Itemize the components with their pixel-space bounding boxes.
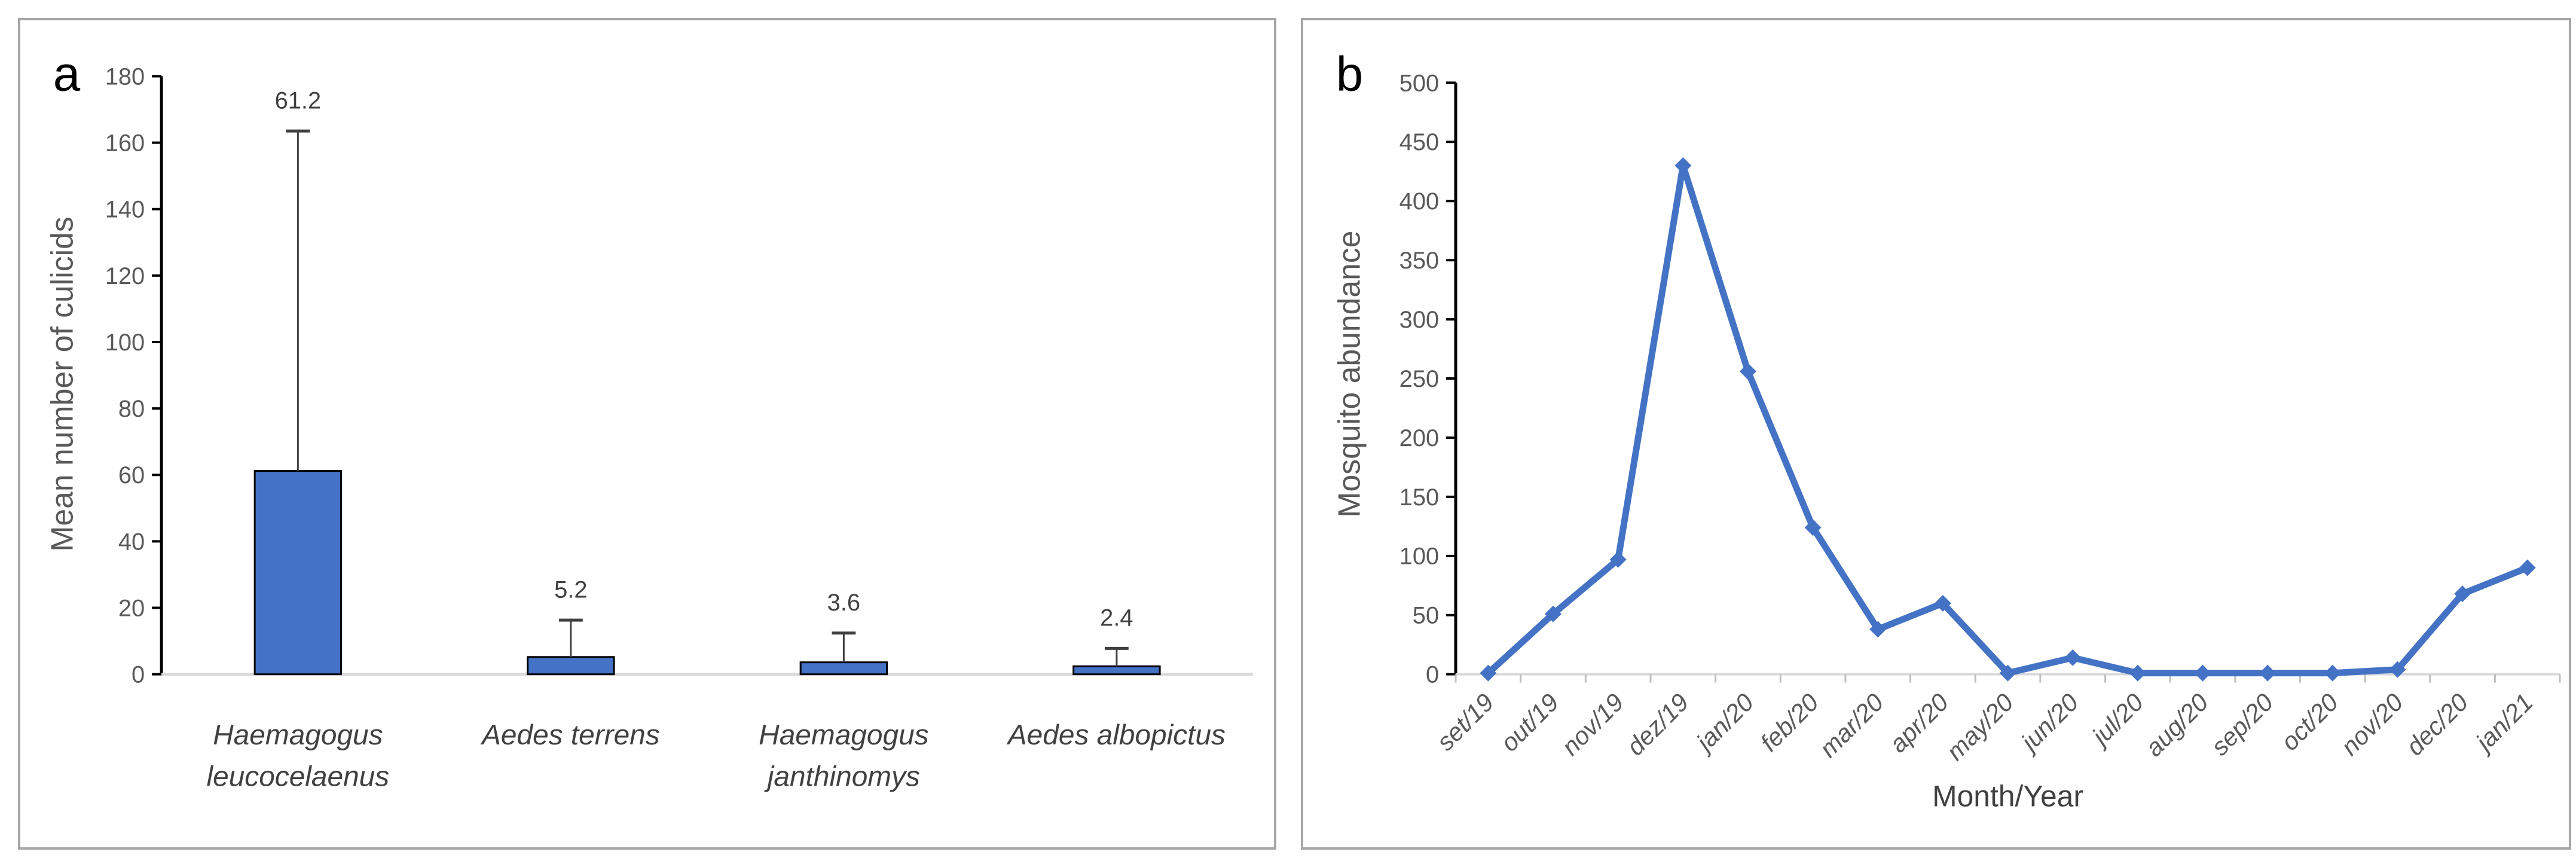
bar xyxy=(799,661,888,676)
x-tick-label: out/19 xyxy=(1495,688,1564,757)
y-tick-label: 140 xyxy=(105,197,145,223)
y-axis-title: Mosquito abundance xyxy=(1332,231,1367,518)
x-tick-label: feb/20 xyxy=(1755,688,1824,757)
x-tick-label: jun/20 xyxy=(2013,688,2083,758)
x-tick-label: dez/19 xyxy=(1621,688,1694,761)
diamond-marker xyxy=(2064,649,2082,666)
diamond-marker xyxy=(1804,519,1822,536)
x-axis-title: Month/Year xyxy=(1932,779,2083,813)
panel-label-b: b xyxy=(1336,47,1363,101)
category-label: leucocelaenus xyxy=(207,761,390,793)
x-tick-label: nov/19 xyxy=(1556,688,1629,761)
y-tick-label: 180 xyxy=(105,63,145,90)
diamond-marker xyxy=(2454,585,2471,603)
data-label: 61.2 xyxy=(275,87,322,114)
bar xyxy=(1072,665,1161,676)
category-label: Aedes terrens xyxy=(480,719,660,751)
y-tick-label: 450 xyxy=(1399,129,1439,155)
category-label: janthinomys xyxy=(764,761,920,793)
y-tick-label: 0 xyxy=(1426,662,1439,688)
y-tick-label: 50 xyxy=(1413,603,1439,629)
x-tick-label: may/20 xyxy=(1941,688,2019,766)
diamond-marker xyxy=(1480,664,1497,682)
data-label: 3.6 xyxy=(827,590,860,616)
category-label: Haemagogus xyxy=(213,719,383,751)
x-tick-label: aug/20 xyxy=(2140,688,2214,762)
diamond-marker xyxy=(1934,595,1951,612)
x-tick-label: nov/20 xyxy=(2336,688,2409,761)
category-label: Aedes albopictus xyxy=(1006,719,1226,751)
x-tick-label: mar/20 xyxy=(1814,688,1889,763)
data-label: 2.4 xyxy=(1100,605,1133,631)
y-tick-label: 80 xyxy=(118,396,145,422)
data-label: 5.2 xyxy=(554,576,587,603)
panel-a: a Mean number of culicids 0 20 40 60 80 100 120 1… xyxy=(18,18,1276,850)
bar xyxy=(527,656,615,676)
x-tick-label: dec/20 xyxy=(2400,688,2473,761)
panel-b: b Mosquito abundance 0 50 100 150 200 250 300 350… xyxy=(1301,18,2571,850)
y-tick-label: 40 xyxy=(118,529,145,555)
diamond-marker xyxy=(1609,551,1627,568)
diamond-marker xyxy=(2259,664,2276,682)
bar xyxy=(253,470,343,676)
diamond-marker xyxy=(1999,664,2016,682)
y-tick-label: 20 xyxy=(118,595,145,621)
y-tick-label: 120 xyxy=(105,263,145,289)
x-tick-label: oct/20 xyxy=(2275,688,2343,756)
x-tick-label: jan/20 xyxy=(1689,688,1759,758)
x-tick-label: jul/20 xyxy=(2085,688,2149,752)
panel-label-a: a xyxy=(53,47,81,101)
x-tick-label: sep/20 xyxy=(2205,688,2278,761)
y-tick-label: 150 xyxy=(1399,484,1439,511)
y-tick-label: 100 xyxy=(105,329,145,356)
category-label: Haemagogus xyxy=(759,719,928,751)
y-axis-title: Mean number of culicids xyxy=(45,216,80,551)
bar-chart-svg: a Mean number of culicids 0 20 40 60 80 100 120 1… xyxy=(45,47,1254,793)
diamond-marker xyxy=(2129,664,2146,682)
y-tick-label: 250 xyxy=(1399,366,1439,392)
diamond-marker xyxy=(1545,605,1562,622)
y-tick-label: 350 xyxy=(1399,248,1439,274)
y-tick-label: 60 xyxy=(118,462,145,489)
x-tick-label: jan/21 xyxy=(2468,688,2538,758)
data-line xyxy=(1484,162,2531,677)
y-tick-label: 160 xyxy=(105,130,145,157)
y-tick-label: 100 xyxy=(1399,544,1439,570)
diamond-marker xyxy=(2324,664,2341,682)
y-tick-label: 0 xyxy=(132,662,145,688)
diamond-marker xyxy=(2194,664,2211,682)
x-tick-label: set/19 xyxy=(1431,688,1499,756)
y-tick-label: 200 xyxy=(1399,425,1439,451)
diamond-marker xyxy=(1740,363,1756,380)
diamond-marker xyxy=(1674,157,1692,174)
line-chart-svg: b Mosquito abundance 0 50 100 150 200 250 300 350… xyxy=(1332,47,2561,813)
y-tick-label: 300 xyxy=(1399,307,1439,333)
y-tick-label: 500 xyxy=(1399,70,1439,96)
y-tick-label: 400 xyxy=(1399,188,1439,215)
